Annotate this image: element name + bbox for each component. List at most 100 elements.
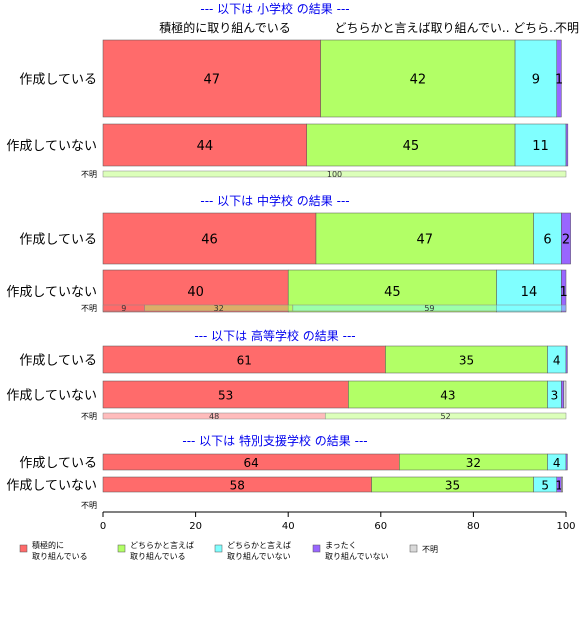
legend-label: どちらかと言えば	[227, 540, 291, 550]
row-label: 作成している	[19, 73, 97, 88]
bar-segment	[565, 123, 569, 167]
bar-segment	[348, 380, 548, 409]
bar-segment	[385, 345, 548, 374]
unknown-label: 不明	[81, 170, 97, 179]
bar-value-label: 1	[555, 73, 563, 88]
bar-value-label: 53	[218, 389, 233, 403]
legend-item: 不明	[409, 544, 438, 554]
legend-swatch	[214, 544, 223, 553]
bar-row: 作成していない 58 35 5 1	[6, 476, 564, 494]
legend-label: どちらかと言えば	[130, 540, 194, 550]
group-title: --- 以下は 中学校 の結果 ---	[200, 193, 349, 208]
bar-value-label: 61	[237, 354, 252, 368]
unknown-row: 不明 48 52	[81, 412, 567, 421]
bar-value-label: 14	[521, 285, 538, 300]
unknown-label: 不明	[81, 304, 97, 313]
bar-value-label: 11	[532, 139, 549, 154]
bar-segment	[306, 123, 516, 167]
bar-segment	[565, 345, 568, 374]
bar-segment	[533, 212, 562, 265]
legend-swatch	[312, 544, 321, 553]
x-tick-label: 0	[100, 521, 106, 532]
row-label: 作成していない	[6, 285, 97, 300]
legend: 積極的に取り組んでいるどちらかと言えば取り組んでいるどちらかと言えば取り組んでい…	[19, 540, 438, 561]
unknown-label: 不明	[81, 412, 97, 421]
bar-value-label: 64	[244, 456, 259, 470]
bar-value-label: 2	[562, 233, 570, 248]
bar-value-label: 58	[230, 479, 245, 493]
bar-value-label: 43	[440, 389, 455, 403]
unknown-segment	[324, 412, 567, 420]
column-headers: 積極的に取り組んでいる どちらかと言えば取り組んでい.. どちら..不明	[159, 20, 579, 35]
x-tick-label: 100	[556, 521, 575, 532]
row-label: 作成している	[19, 233, 97, 248]
bar-value-label: 35	[445, 479, 460, 493]
chart-group: --- 以下は 特別支援学校 の結果 --- 作成している 64 32 4 作成していない…	[6, 433, 568, 510]
bar-value-label: 1	[560, 285, 568, 300]
legend-swatch	[117, 544, 126, 553]
bar-segment	[102, 39, 321, 118]
row-label: 作成している	[19, 354, 97, 369]
bar-value-label: 32	[466, 456, 481, 470]
unknown-value-label: 52	[441, 412, 451, 421]
bar-row: 作成している 47 42 9 1	[19, 39, 563, 118]
unknown-value-label: 9	[121, 304, 126, 313]
column-header: どちら..	[513, 21, 557, 35]
x-axis: 0 20 40 60 80 100	[100, 511, 576, 532]
bar-row: 作成している 61 35 4	[19, 345, 568, 374]
legend-label: 積極的に	[32, 540, 64, 550]
group-title: --- 以下は 高等学校 の結果 ---	[194, 328, 355, 343]
bar-value-label: 47	[204, 73, 221, 88]
legend-label: 取り組んでいる	[32, 551, 88, 561]
bar-row: 作成している 64 32 4	[19, 453, 568, 471]
bar-value-label: 9	[532, 73, 540, 88]
legend-label: 取り組んでいる	[130, 551, 186, 561]
bar-segment	[556, 39, 562, 118]
bar-segment	[514, 39, 557, 118]
bar-segment	[102, 123, 307, 167]
column-header: どちらかと言えば取り組んでい..	[334, 21, 509, 35]
unknown-row: 不明 9 32 59	[81, 304, 567, 313]
bar-value-label: 44	[197, 139, 214, 154]
chart-group: --- 以下は 高等学校 の結果 --- 作成している 61 35 4 作成していない 53…	[6, 328, 568, 421]
chart-group: --- 以下は 中学校 の結果 --- 作成している 46 47 6 2 作成していない 40…	[6, 193, 571, 313]
legend-label: 取り組んでいない	[227, 551, 291, 561]
bar-segment	[315, 212, 534, 265]
legend-label: 取り組んでいない	[325, 551, 389, 561]
column-header: 不明	[555, 21, 579, 35]
x-tick-label: 40	[282, 521, 295, 532]
unknown-segment	[102, 170, 567, 178]
unknown-value-label: 100	[327, 170, 342, 179]
bar-segment	[561, 212, 571, 265]
chart-group: --- 以下は 小学校 の結果 --- 作成している 47 42 9 1 作成していない 44…	[6, 1, 569, 179]
bar-value-label: 46	[201, 233, 218, 248]
row-label: 作成していない	[6, 139, 97, 154]
bar-segment	[514, 123, 567, 167]
legend-label: まったく	[325, 541, 357, 550]
x-tick-label: 20	[189, 521, 202, 532]
row-label: 作成している	[19, 456, 97, 471]
bar-value-label: 40	[187, 285, 204, 300]
legend-swatch	[409, 544, 418, 553]
bar-segment	[561, 269, 567, 313]
unknown-value-label: 48	[209, 412, 219, 421]
bar-row: 作成していない 44 45 11	[6, 123, 569, 167]
legend-item: 積極的に取り組んでいる	[19, 540, 88, 561]
unknown-row: 不明	[81, 501, 97, 510]
bar-row: 作成していない 53 43 3	[6, 380, 567, 409]
bar-value-label: 4	[553, 456, 561, 470]
bar-value-label: 45	[403, 139, 420, 154]
unknown-value-label: 32	[214, 304, 224, 313]
bar-value-label: 47	[417, 233, 434, 248]
unknown-value-label: 59	[424, 304, 434, 313]
bar-value-label: 45	[384, 285, 401, 300]
column-header: 積極的に取り組んでいる	[159, 20, 290, 35]
bar-segment	[561, 380, 564, 409]
bar-value-label: 4	[553, 354, 561, 368]
row-label: 作成していない	[6, 479, 97, 494]
unknown-row: 不明 100	[81, 170, 567, 179]
